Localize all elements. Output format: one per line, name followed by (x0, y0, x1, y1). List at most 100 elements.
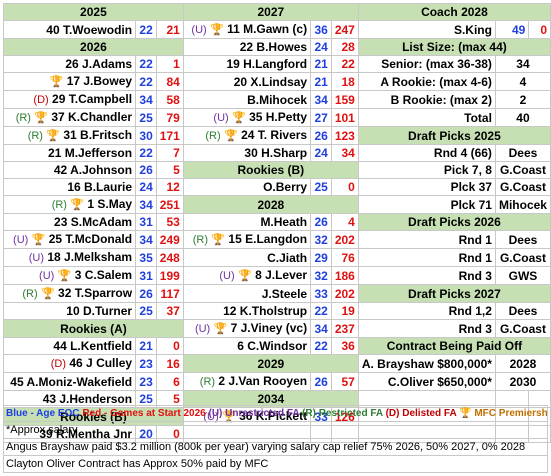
player-name: 25 T.McDonald (48, 232, 133, 246)
player-age: 22 (310, 302, 332, 320)
fa-status-tag: (R) (27, 130, 43, 142)
table-row: (R) 🏆 31 B.Fritsch 30 171 (R) 🏆 24 T. River… (2, 126, 551, 145)
section-header: Draft Picks 2026 (357, 213, 551, 231)
info-label: Pick 7, 8 (357, 161, 496, 179)
player-name-cell: (D) 46 J Culley (2, 354, 137, 373)
player-name: 15 E.Langdon (228, 232, 308, 246)
trophy-icon: 🏆 (224, 130, 238, 142)
player-games: 28 (330, 38, 359, 56)
trophy-icon: 🏆 (210, 24, 224, 36)
info-label: Rnd 4 (66) (357, 144, 496, 162)
player-age: 21 (135, 337, 157, 355)
info-value: 2028 (494, 354, 551, 373)
section-header: 2028 (182, 195, 359, 214)
player-name-cell: 12 K.Tholstrup (182, 302, 312, 320)
player-name: 23 S.McAdam (54, 215, 133, 229)
fa-status-tag: (R) (15, 112, 31, 124)
fa-status-tag: (D) (33, 94, 49, 106)
player-games: 4 (330, 213, 359, 231)
info-value: G.Coast (494, 319, 551, 338)
table-row: 43 J.Henderson 25 5 2034 (2, 390, 551, 408)
player-age: 22 (310, 337, 332, 355)
player-age: 34 (310, 90, 332, 109)
player-games: 19 (330, 302, 359, 320)
legend-premiership: 🏆 MFC Premiership (459, 408, 548, 419)
player-age: 22 (135, 20, 157, 39)
trophy-icon: 🏆 (49, 76, 64, 88)
player-name-cell: (R) 🏆 32 T.Sparrow (2, 284, 137, 303)
player-name: 11 M.Gawn (c) (227, 22, 308, 36)
player-games: 0 (528, 20, 551, 39)
player-name: 16 B.Laurie (67, 180, 133, 194)
legend-unrestricted: (U) Unrestricted FA (208, 408, 300, 419)
player-age: 27 (310, 108, 332, 127)
fa-status-tag: (R) (205, 130, 221, 142)
player-name: 26 J.Adams (65, 57, 133, 71)
player-name: 43 J.Henderson (42, 392, 133, 406)
player-name-cell: 10 D.Turner (2, 302, 137, 320)
fa-status-tag: (U) (203, 411, 219, 423)
player-games: 53 (155, 213, 184, 231)
player-age: 25 (310, 178, 332, 196)
player-age: 24 (310, 38, 332, 56)
player-games: 57 (330, 372, 359, 391)
player-games: 186 (330, 266, 359, 285)
info-label: Rnd 1 (357, 248, 496, 267)
section-header: Rookies (B) (182, 161, 359, 179)
info-label: Plck 71 (357, 195, 496, 214)
trophy-icon: 🏆 (211, 234, 226, 246)
fa-status-tag: (D) (50, 358, 67, 370)
player-name-cell: 40 T.Woewodin (2, 20, 137, 39)
player-age: 26 (310, 126, 332, 145)
player-age: 29 (310, 248, 332, 267)
section-header: Coach 2028 (357, 3, 551, 21)
player-name-cell: S.King (357, 20, 496, 39)
player-name-cell: B.Mihocek (182, 90, 312, 109)
info-value: Dees (494, 302, 551, 320)
section-header: 2025 (3, 3, 184, 21)
player-games: 199 (155, 266, 184, 285)
player-name: 42 A.Johnson (53, 163, 133, 177)
info-value: G.Coast (494, 178, 551, 196)
player-name: 40 T.Woewodin (46, 22, 133, 37)
table-row: 2025 2027 Coach 2028 (3, 3, 551, 21)
player-name: 22 B.Howes (239, 40, 308, 54)
legend-delisted: (D) Delisted FA (385, 408, 457, 419)
trophy-icon: 🏆 (238, 270, 252, 282)
info-label: C.Oliver $650,000* (357, 372, 496, 391)
trophy-icon: 🏆 (41, 288, 55, 300)
player-games: 237 (330, 319, 359, 338)
info-value: G.Coast (494, 248, 551, 267)
player-name: B.Mihocek (247, 92, 308, 107)
player-name-cell: (R) 🏆 31 B.Fritsch (2, 126, 137, 145)
player-name: 37 K.Chandler (51, 110, 133, 124)
player-name: 8 J.Lever (255, 268, 308, 282)
player-name-cell: 20 X.Lindsay (182, 72, 312, 91)
player-age: 25 (135, 302, 157, 320)
player-games: 5 (155, 161, 184, 179)
info-value: 4 (494, 72, 551, 91)
info-value: 34 (494, 55, 551, 73)
player-name-cell: 🏆 17 J.Bowey (2, 72, 137, 91)
table-row: (R) 🏆 1 S.May 34 251 2028 Plck 71 Mihocek (2, 195, 551, 214)
player-name-cell: 26 J.Adams (2, 55, 137, 73)
player-name: C.Jiath (267, 250, 308, 265)
player-age: 21 (310, 55, 332, 73)
table-row: 10 D.Turner 25 37 12 K.Tholstrup 22 19 Rnd 1,2… (2, 302, 551, 320)
section-header: 2026 (3, 38, 184, 56)
table-row: 23 S.McAdam 31 53 M.Heath 26 4 Draft Picks 202… (2, 213, 551, 231)
player-name: 17 J.Bowey (66, 74, 133, 88)
player-age: 26 (135, 161, 157, 179)
fa-status-tag: (U) (28, 252, 45, 264)
player-name: 2 J.Van Rooyen (218, 374, 308, 388)
player-games: 84 (155, 72, 184, 91)
player-age: 25 (135, 108, 157, 127)
player-games: 79 (155, 108, 184, 127)
table-row: (D) 29 T.Campbell 34 58 B.Mihocek 34 159 B Roo… (2, 90, 551, 109)
player-name-cell: (D) 29 T.Campbell (2, 90, 137, 109)
info-label: Senior: (max 36-38) (357, 55, 496, 73)
player-name: 3 C.Salem (74, 268, 133, 282)
section-header: Rookies (A) (3, 319, 184, 338)
player-age: 26 (135, 284, 157, 303)
trophy-icon: 🏆 (31, 234, 46, 246)
